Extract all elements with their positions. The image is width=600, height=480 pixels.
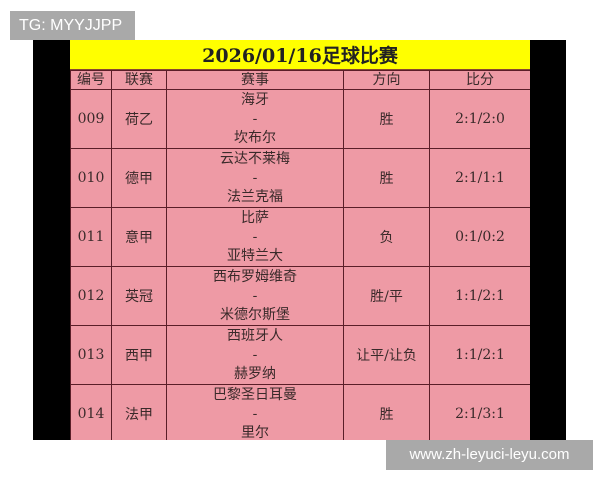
- match-id: 011: [70, 207, 112, 267]
- pick: 让平/让负: [343, 325, 430, 385]
- separator: -: [252, 405, 258, 422]
- pick: 胜: [343, 89, 430, 149]
- header-score: 比分: [429, 70, 530, 90]
- table-row: 009 荷乙 海牙 - 坎布尔 胜 2:1/2:0: [70, 89, 530, 149]
- home-team: 海牙: [241, 91, 269, 108]
- match: 巴黎圣日耳曼 - 里尔: [166, 384, 344, 441]
- separator: -: [252, 346, 258, 363]
- match: 云达不莱梅 - 法兰克福: [166, 148, 344, 208]
- table-row: 010 德甲 云达不莱梅 - 法兰克福 胜 2:1/1:1: [70, 148, 530, 208]
- separator: -: [252, 169, 258, 186]
- table-row: 014 法甲 巴黎圣日耳曼 - 里尔 胜 2:1/3:1: [70, 384, 530, 441]
- header-league: 联赛: [111, 70, 167, 90]
- match: 西布罗姆维奇 - 米德尔斯堡: [166, 266, 344, 326]
- score: 1:1/2:1: [429, 325, 530, 385]
- match: 比萨 - 亚特兰大: [166, 207, 344, 267]
- separator: -: [252, 228, 258, 245]
- score: 0:1/0:2: [429, 207, 530, 267]
- header-pick: 方向: [343, 70, 430, 90]
- match-id: 014: [70, 384, 112, 440]
- table-row: 013 西甲 西班牙人 - 赫罗纳 让平/让负 1:1/2:1: [70, 325, 530, 385]
- league: 荷乙: [111, 89, 167, 149]
- watermark-top: TG: MYYJJPP: [10, 11, 135, 40]
- match-table-image: 2026/01/16足球比赛 编号 联赛 赛事 方向 比分 009 荷乙 海牙 -…: [70, 40, 530, 440]
- league: 西甲: [111, 325, 167, 385]
- match-id: 012: [70, 266, 112, 326]
- table-title: 2026/01/16足球比赛: [70, 40, 530, 70]
- match-id: 013: [70, 325, 112, 385]
- pick: 胜: [343, 148, 430, 208]
- table-row: 012 英冠 西布罗姆维奇 - 米德尔斯堡 胜/平 1:1/2:1: [70, 266, 530, 326]
- match: 海牙 - 坎布尔: [166, 89, 344, 149]
- away-team: 法兰克福: [227, 188, 283, 205]
- table-row: 011 意甲 比萨 - 亚特兰大 负 0:1/0:2: [70, 207, 530, 267]
- header-id: 编号: [70, 70, 112, 90]
- score: 2:1/1:1: [429, 148, 530, 208]
- away-team: 赫罗纳: [234, 365, 276, 382]
- match-id: 009: [70, 89, 112, 149]
- league: 英冠: [111, 266, 167, 326]
- league: 法甲: [111, 384, 167, 440]
- header-match: 赛事: [166, 70, 344, 90]
- away-team: 亚特兰大: [227, 247, 283, 264]
- match-id: 010: [70, 148, 112, 208]
- score: 2:1/3:1: [429, 384, 530, 440]
- pick: 负: [343, 207, 430, 267]
- match-table: 编号 联赛 赛事 方向 比分 009 荷乙 海牙 - 坎布尔 胜 2:1/2:0 01…: [70, 70, 530, 440]
- home-team: 云达不莱梅: [220, 150, 290, 167]
- match: 西班牙人 - 赫罗纳: [166, 325, 344, 385]
- separator: -: [252, 110, 258, 127]
- pick: 胜/平: [343, 266, 430, 326]
- away-team: 里尔: [241, 424, 269, 441]
- score: 1:1/2:1: [429, 266, 530, 326]
- league: 意甲: [111, 207, 167, 267]
- league: 德甲: [111, 148, 167, 208]
- watermark-bottom: www.zh-leyuci-leyu.com: [386, 440, 593, 470]
- header-row: 编号 联赛 赛事 方向 比分: [70, 70, 530, 90]
- score: 2:1/2:0: [429, 89, 530, 149]
- home-team: 巴黎圣日耳曼: [213, 386, 297, 403]
- away-team: 米德尔斯堡: [220, 306, 290, 323]
- separator: -: [252, 287, 258, 304]
- pick: 胜: [343, 384, 430, 440]
- away-team: 坎布尔: [234, 129, 276, 146]
- home-team: 西布罗姆维奇: [213, 268, 297, 285]
- home-team: 比萨: [241, 209, 269, 226]
- home-team: 西班牙人: [227, 327, 283, 344]
